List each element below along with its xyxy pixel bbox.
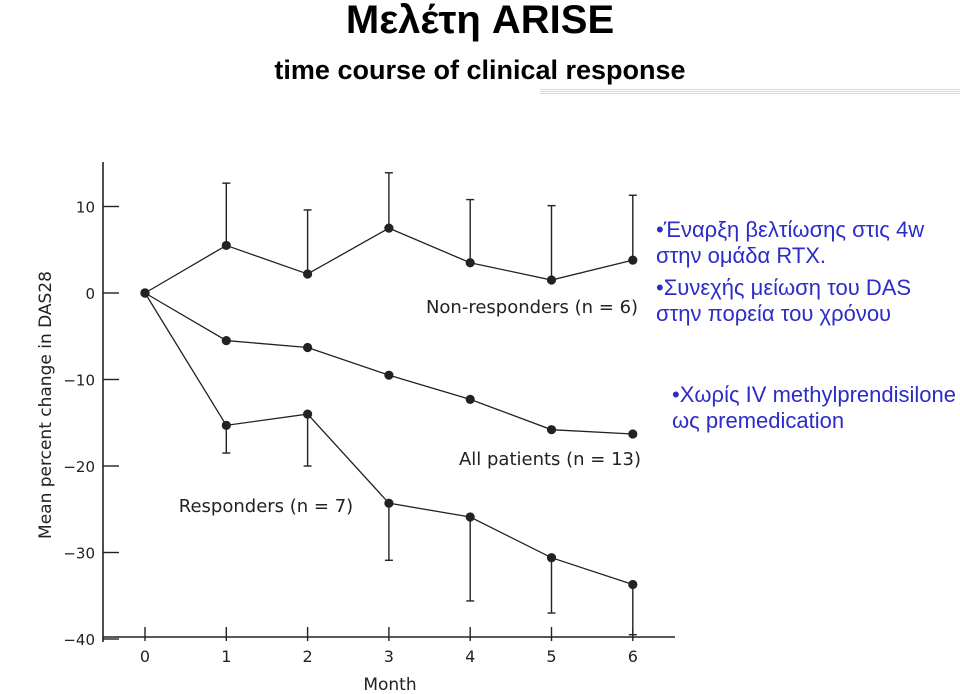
bullet-continuous-das-decrease: •Συνεχής μείωση του DAS στην πορεία του … [656, 275, 912, 326]
series-label: Non-responders (n = 6) [426, 297, 638, 318]
data-point [628, 255, 638, 265]
x-tick-label: 1 [221, 647, 231, 666]
data-point [546, 425, 557, 435]
slide-title: Μελέτη ARISE [345, 0, 615, 42]
x-tick-label: 5 [546, 647, 556, 666]
x-tick-label: 2 [303, 647, 313, 666]
data-point [221, 420, 231, 430]
series-label: All patients (n = 13) [459, 449, 641, 470]
x-tick-label: 6 [628, 647, 638, 666]
data-point [221, 240, 231, 251]
y-tick-label: −20 [63, 458, 95, 476]
y-axis-label: Mean percent change in DAS28 [36, 271, 56, 539]
y-tick-label: 10 [76, 199, 95, 217]
data-point [384, 498, 394, 508]
data-point [465, 258, 475, 268]
series-label: Responders (n = 7) [179, 496, 353, 517]
y-tick-label: −30 [63, 545, 95, 563]
data-point [221, 335, 231, 346]
data-point [546, 275, 557, 285]
data-point [465, 512, 475, 522]
y-tick-label: −40 [63, 631, 95, 649]
data-point [303, 342, 313, 353]
slide-subtitle: time course of clinical response [274, 55, 686, 85]
data-point [465, 394, 475, 404]
data-point [384, 223, 394, 233]
bullet-no-iv-premedication: •Χωρίς IV methylprendisilone ως premedic… [672, 382, 957, 433]
data-point [140, 288, 150, 298]
data-point [628, 429, 638, 439]
data-point [628, 579, 638, 590]
y-tick-label: −10 [63, 372, 95, 390]
series-line [144, 227, 633, 294]
x-axis-label: Month [363, 675, 416, 694]
data-point [303, 409, 313, 419]
data-point [546, 553, 557, 563]
bullet-onset-improvement: •Έναρξη βελτίωσης στις 4w στην ομάδα RTX… [656, 217, 925, 268]
x-tick-label: 4 [465, 647, 475, 666]
y-tick-label: 0 [85, 285, 95, 303]
header-divider [540, 88, 960, 94]
x-tick-label: 3 [384, 647, 394, 666]
x-tick-label: 0 [140, 647, 150, 666]
data-point [303, 269, 313, 279]
data-point [384, 370, 394, 380]
